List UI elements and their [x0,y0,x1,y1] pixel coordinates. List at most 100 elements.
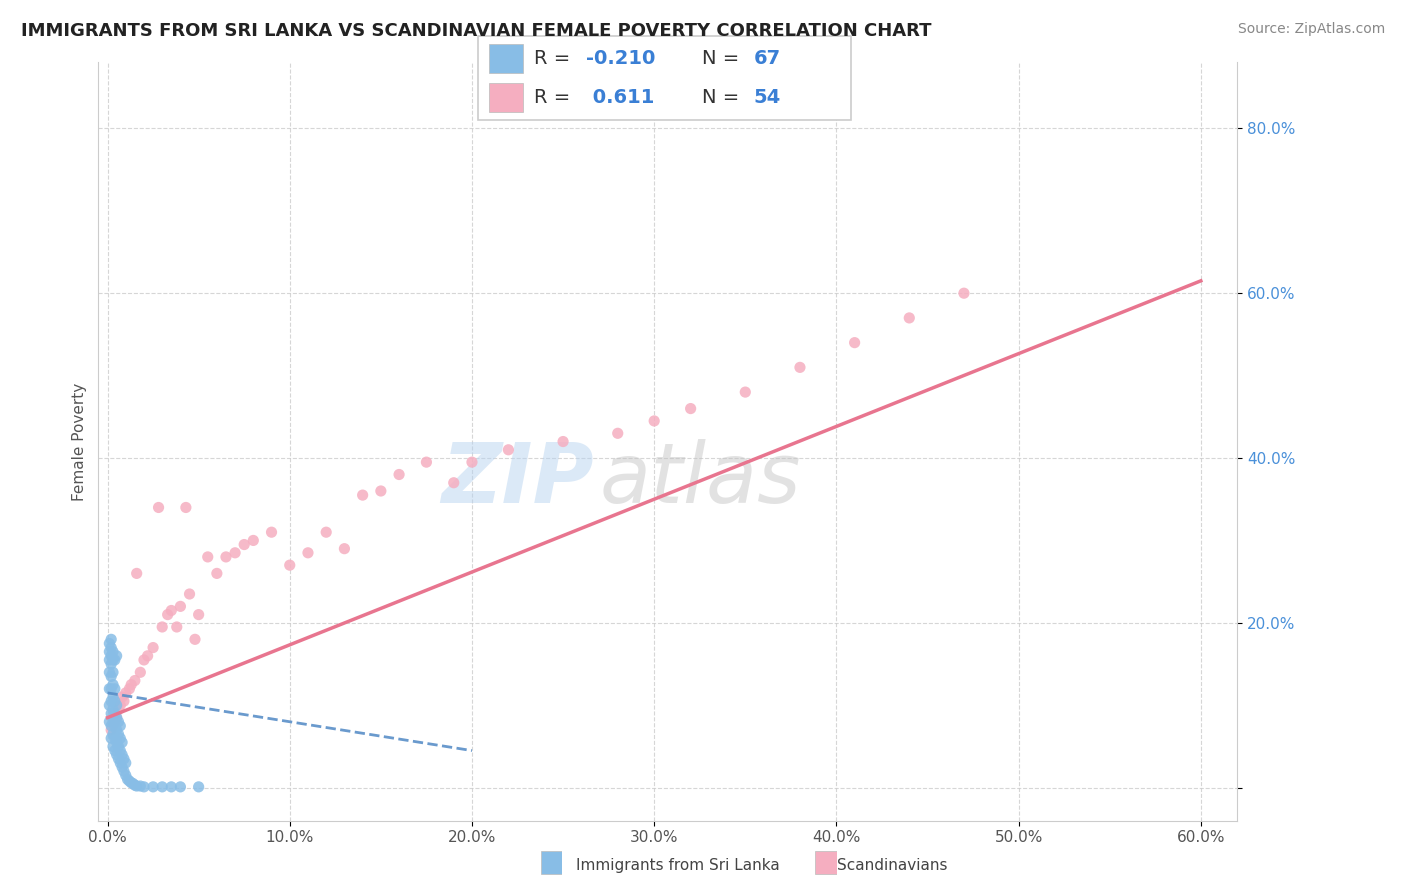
Point [187,780,209,794]
Point [370,483,392,498]
Point [260,525,283,540]
Point [111,747,134,762]
Point [333,541,356,556]
Text: Scandinavians: Scandinavians [837,858,948,872]
Point [179,587,201,601]
Point [107,752,129,766]
Point [120,776,142,790]
Point [150,620,173,634]
Point [101,690,124,704]
Point [166,620,188,634]
Point [117,772,139,787]
Point [104,681,127,696]
Point [643,414,665,428]
Point [100,706,122,721]
Point [415,455,437,469]
Point [110,756,132,770]
Point [114,768,136,782]
Point [125,566,148,581]
Y-axis label: Female Poverty: Female Poverty [72,383,87,500]
Point [132,653,155,667]
Point [844,335,866,350]
Bar [489,44,523,73]
Point [205,566,228,581]
Point [101,714,124,729]
Point [156,607,179,622]
Point [105,735,128,749]
Point [110,719,132,733]
Point [104,731,127,746]
Point [100,657,122,671]
Point [953,286,976,301]
Point [789,360,811,375]
Point [101,727,124,741]
Point [101,678,124,692]
Bar [815,851,837,874]
Point [498,442,520,457]
Point [124,673,146,688]
Point [129,779,152,793]
Point [187,607,209,622]
Point [297,546,319,560]
Point [111,735,134,749]
Point [160,603,183,617]
Text: 67: 67 [754,49,780,68]
Point [112,694,135,708]
Bar [489,83,523,112]
Point [100,640,122,655]
Point [98,681,121,696]
Point [105,711,128,725]
Point [105,698,128,713]
Point [98,714,121,729]
Point [114,686,136,700]
Point [551,434,574,449]
Point [101,702,124,716]
Text: R =: R = [534,88,576,107]
Point [107,739,129,754]
Point [104,743,127,757]
Point [142,640,165,655]
Point [112,752,135,766]
Point [898,310,921,325]
Point [100,731,122,746]
Point [169,780,191,794]
Point [107,714,129,729]
Text: 0.611: 0.611 [586,88,654,107]
Point [120,678,142,692]
Point [118,774,141,789]
Point [352,488,374,502]
Point [150,780,173,794]
Point [129,665,152,680]
Point [112,764,135,779]
Text: ZIP: ZIP [441,439,593,520]
Point [114,756,136,770]
Point [100,648,122,663]
Point [104,706,127,721]
Point [315,525,337,540]
Point [101,645,124,659]
Text: N =: N = [702,49,745,68]
Point [443,475,465,490]
Point [100,694,122,708]
Point [388,467,411,482]
Point [136,648,159,663]
Point [110,743,132,757]
Point [142,780,165,794]
Point [98,645,121,659]
Point [734,385,756,400]
Text: IMMIGRANTS FROM SRI LANKA VS SCANDINAVIAN FEMALE POVERTY CORRELATION CHART: IMMIGRANTS FROM SRI LANKA VS SCANDINAVIA… [21,22,932,40]
Point [105,723,128,737]
Point [118,681,141,696]
Point [98,665,121,680]
Point [111,690,134,704]
Point [160,780,183,794]
Point [104,714,127,729]
Point [679,401,702,416]
Bar [541,851,562,874]
Text: Immigrants from Sri Lanka: Immigrants from Sri Lanka [576,858,780,872]
Text: -0.210: -0.210 [586,49,655,68]
FancyBboxPatch shape [478,36,851,120]
Point [174,500,197,515]
Point [107,727,129,741]
Point [125,779,148,793]
